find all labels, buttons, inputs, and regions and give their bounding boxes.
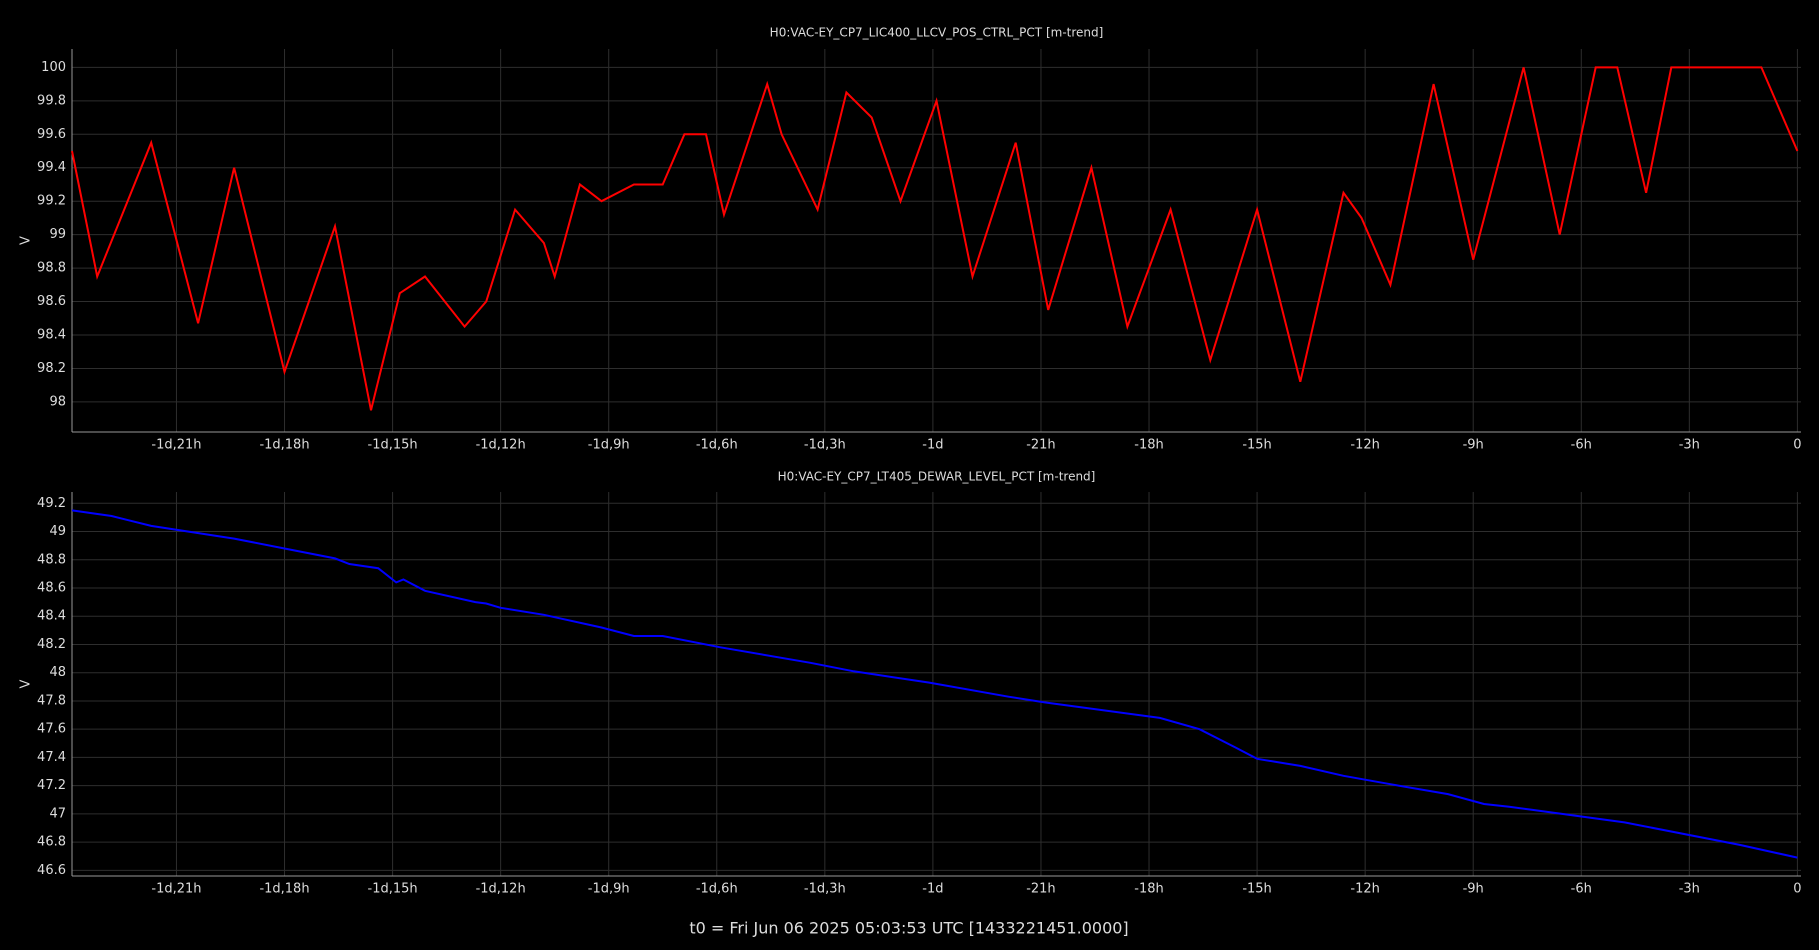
y-tick-label: 99.8 xyxy=(37,93,66,108)
y-axis-label: V xyxy=(19,236,34,245)
x-tick-label: -1d,21h xyxy=(151,882,201,897)
x-tick-label: -1d xyxy=(922,882,943,897)
y-tick-label: 47.8 xyxy=(37,693,66,708)
y-tick-label: 99.6 xyxy=(37,127,66,142)
chart-title: H0:VAC-EY_CP7_LIC400_LLCV_POS_CTRL_PCT [… xyxy=(770,26,1104,40)
y-tick-label: 98 xyxy=(49,394,66,409)
footer: t0 = Fri Jun 06 2025 05:03:53 UTC [14332… xyxy=(689,919,1128,938)
y-tick-label: 48.2 xyxy=(37,637,66,652)
x-tick-label: -12h xyxy=(1350,882,1379,897)
x-tick-label: -3h xyxy=(1679,882,1700,897)
x-tick-label: -6h xyxy=(1571,438,1592,453)
y-tick-label: 48.4 xyxy=(37,609,66,624)
x-tick-label: -9h xyxy=(1463,882,1484,897)
y-tick-label: 98.6 xyxy=(37,294,66,309)
x-tick-label: -1d xyxy=(922,438,943,453)
x-tick-label: -1d,15h xyxy=(368,882,418,897)
x-tick-label: 0 xyxy=(1793,882,1801,897)
x-tick-label: -18h xyxy=(1134,438,1163,453)
x-tick-label: -1d,12h xyxy=(476,438,526,453)
x-tick-label: -1d,18h xyxy=(259,438,309,453)
x-tick-label: -3h xyxy=(1679,438,1700,453)
x-tick-label: -1d,6h xyxy=(696,882,738,897)
x-tick-label: -15h xyxy=(1242,438,1271,453)
x-tick-label: -1d,3h xyxy=(804,438,846,453)
data-line xyxy=(71,66,1799,411)
y-tick-label: 99.2 xyxy=(37,194,66,209)
x-tick-label: -1d,3h xyxy=(804,882,846,897)
y-axis-label: V xyxy=(19,679,34,688)
y-tick-label: 99.4 xyxy=(37,160,66,175)
chart-title: H0:VAC-EY_CP7_LT405_DEWAR_LEVEL_PCT [m-t… xyxy=(778,470,1096,484)
x-tick-label: -18h xyxy=(1134,882,1163,897)
x-tick-label: -9h xyxy=(1463,438,1484,453)
y-tick-label: 98.8 xyxy=(37,261,66,276)
x-tick-label: -12h xyxy=(1350,438,1379,453)
x-tick-label: -15h xyxy=(1242,882,1271,897)
y-tick-label: 47.6 xyxy=(37,722,66,737)
x-tick-label: -1d,9h xyxy=(588,882,630,897)
y-tick-label: 98.2 xyxy=(37,361,66,376)
y-tick-label: 48 xyxy=(49,665,66,680)
y-tick-label: 47 xyxy=(49,806,66,821)
x-tick-label: -1d,15h xyxy=(368,438,418,453)
x-tick-label: -21h xyxy=(1026,438,1055,453)
y-tick-label: 99 xyxy=(49,227,66,242)
y-tick-label: 46.6 xyxy=(37,863,66,878)
x-tick-label: -1d,12h xyxy=(476,882,526,897)
x-tick-label: -21h xyxy=(1026,882,1055,897)
y-tick-label: 48.8 xyxy=(37,552,66,567)
y-tick-label: 47.2 xyxy=(37,778,66,793)
x-tick-label: -1d,6h xyxy=(696,438,738,453)
data-line xyxy=(71,509,1798,859)
y-tick-label: 100 xyxy=(41,60,66,75)
x-tick-label: -1d,9h xyxy=(588,438,630,453)
y-tick-label: 47.4 xyxy=(37,750,66,765)
x-tick-label: -1d,18h xyxy=(259,882,309,897)
x-tick-label: -6h xyxy=(1571,882,1592,897)
x-tick-label: 0 xyxy=(1793,438,1801,453)
y-tick-label: 49 xyxy=(49,524,66,539)
y-tick-label: 48.6 xyxy=(37,581,66,596)
y-tick-label: 98.4 xyxy=(37,327,66,342)
y-tick-label: 46.8 xyxy=(37,835,66,850)
x-tick-label: -1d,21h xyxy=(151,438,201,453)
y-tick-label: 49.2 xyxy=(37,496,66,511)
